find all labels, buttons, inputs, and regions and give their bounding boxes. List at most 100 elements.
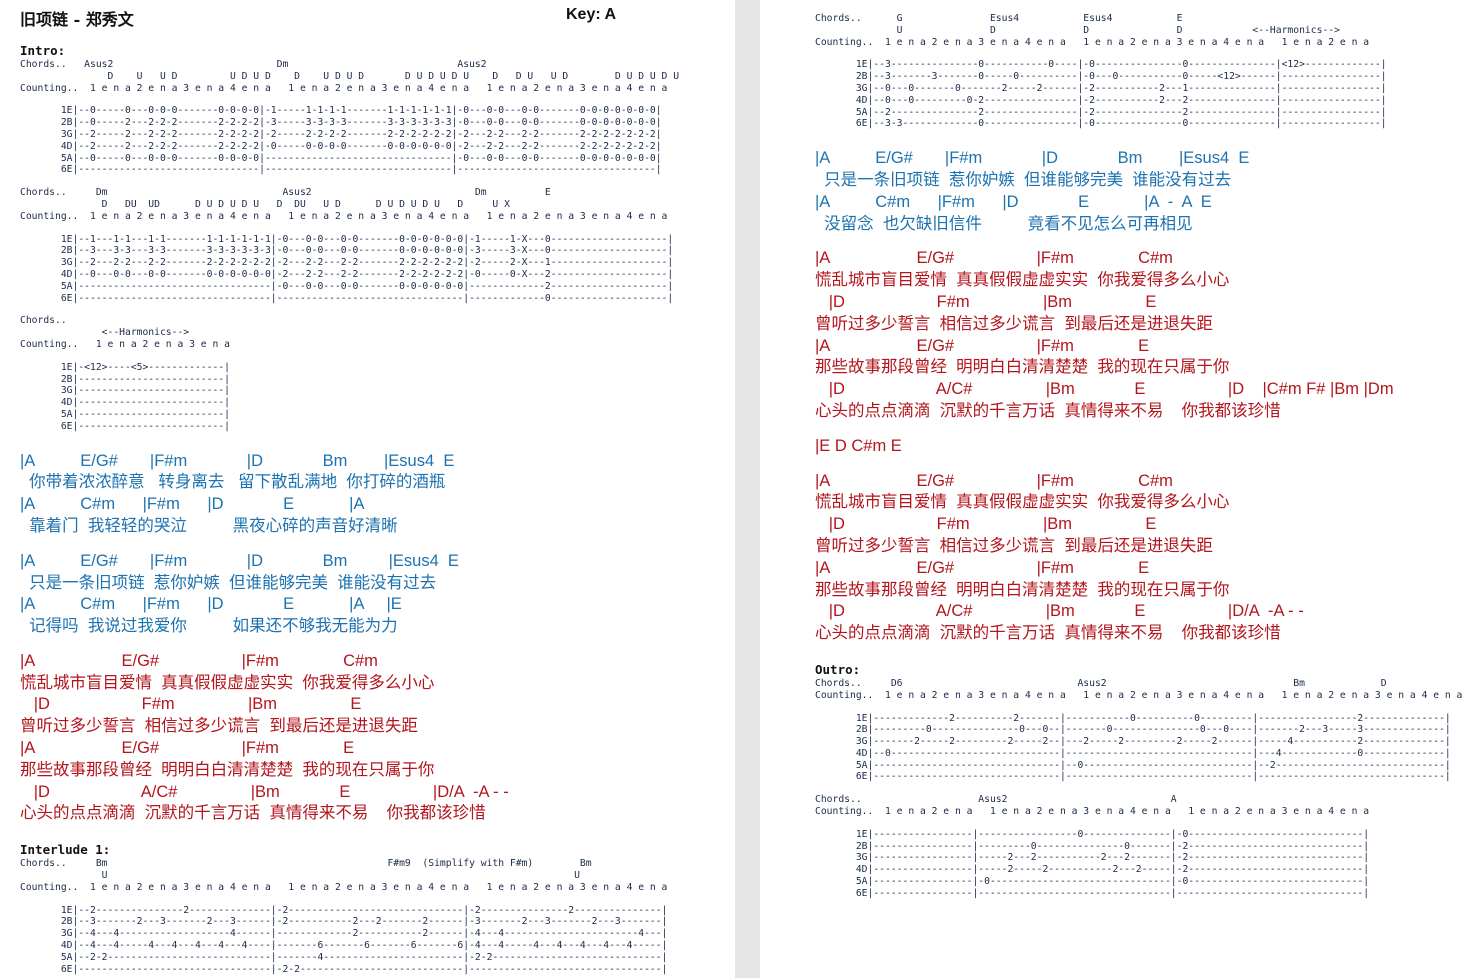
lyric-line: 心头的点点滴滴 沉默的千言万话 真情得来不易 你我都该珍惜 xyxy=(815,401,1281,420)
lyric-line: 慌乱城市盲目爱情 真真假假虚虚实实 你我爱得多么小心 xyxy=(815,271,1230,290)
chord-line: |D A/C# |Bm E |D/A -A - - xyxy=(815,602,1304,621)
verse-block: |A E/G# |F#m C#m 慌乱城市盲目爱情 真真假假虚虚实实 你我爱得多么… xyxy=(815,248,1480,422)
chord-line: |A E/G# |F#m |D Bm |Esus4 E xyxy=(20,451,455,470)
tab-line: 3G|-----------------|-----2---2---------… xyxy=(815,852,1370,864)
tab-line: 5A|--2-2----------------------------|---… xyxy=(20,951,668,963)
lyric-line: 那些故事那段曾经 明明白白清清楚楚 我的现在只属于你 xyxy=(20,760,435,779)
tab-line: 1E|-<12>----<5>-------------| xyxy=(20,361,230,373)
lyric-line: 记得吗 我说过我爱你 如果还不够我无能为力 xyxy=(20,617,398,636)
tab-line: 1E|--1---1-1---1-1-------1-1-1-1-1-1|-0-… xyxy=(20,233,674,245)
tab-line: 3G|--2---2-2---2-2-------2-2-2-2-2-2|-2-… xyxy=(20,257,674,269)
chord-line: |D F#m |Bm E xyxy=(20,695,362,714)
tab-line: 3G|--2-----2---2-2-2-------2-2-2-2|-2---… xyxy=(20,128,662,140)
tab-line: D DU UD D U D U D U D DU U D D U D U D U… xyxy=(20,198,510,210)
tab-block: 1E|--3---------------0-----------0----|-… xyxy=(815,59,1480,130)
tab-line: 1E|-------------2----------2-------|----… xyxy=(815,712,1451,724)
tab-line: 6E|-----------------|-------------------… xyxy=(815,887,1370,899)
tab-block: Chords.. Bm F#m9 (Simplify with F#m) Bm … xyxy=(20,858,735,893)
tab-line: Counting.. 1 e n a 2 e n a 3 e n a 4 e n… xyxy=(815,689,1463,701)
tab-line: Chords.. Dm Asus2 Dm E xyxy=(20,187,551,199)
verse-block: |A E/G# |F#m C#m 慌乱城市盲目爱情 真真假假虚虚实实 你我爱得多么… xyxy=(20,651,735,825)
tab-line: 2B|--3---3-3---3-3-------3-3-3-3-3-3|-0-… xyxy=(20,245,674,257)
verse-block: |A E/G# |F#m |D Bm |Esus4 E 你带着浓浓醉意 转身离去… xyxy=(20,451,735,538)
tab-line: 5A|-----------------|-0-----------------… xyxy=(815,876,1370,888)
tab-block: Chords.. G Esus4 Esus4 E U D D D <--Harm… xyxy=(815,13,1480,48)
tab-line: 2B|-----------------|---------0---------… xyxy=(815,840,1370,852)
tab-line: Counting.. 1 e n a 2 e n a 3 e n a 4 e n… xyxy=(20,82,668,94)
tab-line: 2B|--3-------3-------0-----0----------|-… xyxy=(815,71,1387,83)
tab-line: 5A|---------------------------------|-0-… xyxy=(20,280,674,292)
tab-line: 2B|-------------------------| xyxy=(20,373,230,385)
tab-block: 1E|-------------2----------2-------|----… xyxy=(815,713,1480,784)
tab-line: Counting.. 1 e n a 2 e n a 1 e n a 2 e n… xyxy=(815,806,1370,818)
tab-line: 4D|--0---0-0---0-0-------0-0-0-0-0-0|-2-… xyxy=(20,268,674,280)
tab-block: Chords.. Dm Asus2 Dm E D DU UD D U D U D… xyxy=(20,187,735,222)
chord-line: |A E/G# |F#m E xyxy=(815,558,1150,577)
section-heading: Outro: xyxy=(815,661,861,677)
lyric-line: 只是一条旧项链 惹你妒嫉 但谁能够完美 谁能没有过去 xyxy=(815,170,1232,189)
tab-line: 1E|--2---------------2--------------|-2-… xyxy=(20,904,668,916)
tab-line: 6E|---------------------------------|---… xyxy=(20,292,674,304)
chord-line: |A E/G# |F#m |D Bm |Esus4 E xyxy=(20,551,459,570)
lyric-line: 曾听过多少誓言 相信过多少谎言 到最后还是进退失距 xyxy=(815,314,1213,333)
tab-line: 5A|--------------------------------|--0-… xyxy=(815,759,1451,771)
tab-line: 4D|--2-----2---2-2-2-------2-2-2-2|-0---… xyxy=(20,140,662,152)
lyric-line: 那些故事那段曾经 明明白白清清楚楚 我的现在只属于你 xyxy=(815,358,1230,377)
tab-line: 2B|--0-----2---2-2-2-------2-2-2-2|-3---… xyxy=(20,117,662,129)
tab-line: Counting.. 1 e n a 2 e n a 3 e n a xyxy=(20,338,230,350)
chord-line: |A C#m |F#m |D E |A |E xyxy=(20,595,402,614)
lyric-line: 慌乱城市盲目爱情 真真假假虚虚实实 你我爱得多么小心 xyxy=(20,673,435,692)
chord-line: |A E/G# |F#m C#m xyxy=(815,249,1173,268)
song-key: Key: A xyxy=(566,6,617,23)
chord-line: |A E/G# |F#m E xyxy=(815,336,1150,355)
tab-block: 1E|--0-----0---0-0-0-------0-0-0-0|-1---… xyxy=(20,105,735,176)
tab-block: 1E|--2---------------2--------------|-2-… xyxy=(20,905,735,976)
tab-line: 3G|-------------------------| xyxy=(20,385,230,397)
lyric-line: 曾听过多少誓言 相信过多少谎言 到最后还是进退失距 xyxy=(20,717,418,736)
tab-line: 6E|-------------------------| xyxy=(20,420,230,432)
chord-line: |A E/G# |F#m C#m xyxy=(815,471,1173,490)
verse-block: |A E/G# |F#m |D Bm |Esus4 E 只是一条旧项链 惹你妒嫉… xyxy=(20,551,735,638)
tab-line: Counting.. 1 e n a 2 e n a 3 e n a 4 e n… xyxy=(815,36,1370,48)
tab-line: Chords.. G Esus4 Esus4 E xyxy=(815,13,1183,24)
tab-line: U D D D <--Harmonics--> xyxy=(815,24,1340,36)
chord-line: |D F#m |Bm E xyxy=(815,292,1157,311)
page-left: 旧项链 - 郑秀文 Key: A Intro: Chords.. Asus2 Dm… xyxy=(0,0,735,978)
lyric-line: 你带着浓浓醉意 转身离去 留下散乱满地 你打碎的酒瓶 xyxy=(20,473,446,492)
tab-line: 1E|--3---------------0-----------0----|-… xyxy=(815,59,1387,71)
section-heading: Intro: xyxy=(20,43,66,58)
tab-line: 1E|-----------------|-----------------0-… xyxy=(815,828,1370,840)
tab-block: 1E|-----------------|-----------------0-… xyxy=(815,829,1480,900)
tab-line: Counting.. 1 e n a 2 e n a 3 e n a 4 e n… xyxy=(20,210,668,222)
lyric-line: 慌乱城市盲目爱情 真真假假虚虚实实 你我爱得多么小心 xyxy=(815,493,1230,512)
tab-line: Chords.. Asus2 A xyxy=(815,794,1177,806)
lyric-line: 靠着门 我轻轻的哭泣 黑夜心碎的声音好清晰 xyxy=(20,516,398,535)
chord-line: |A E/G# |F#m C#m xyxy=(20,651,378,670)
chord-line: |A E/G# |F#m |D Bm |Esus4 E xyxy=(815,149,1250,168)
chord-line: |A C#m |F#m |D E |A xyxy=(20,495,365,514)
tab-line: <--Harmonics--> xyxy=(20,327,190,339)
chord-line: |A C#m |F#m |D E |A - A E xyxy=(815,192,1212,211)
lyric-line: 那些故事那段曾经 明明白白清清楚楚 我的现在只属于你 xyxy=(815,580,1230,599)
verse-block: |A E/G# |F#m |D Bm |Esus4 E 只是一条旧项链 惹你妒嫉… xyxy=(815,148,1480,235)
tab-line: Chords.. Bm F#m9 (Simplify with F#m) Bm xyxy=(20,858,592,870)
lyric-line: 心头的点点滴滴 沉默的千言万话 真情得来不易 你我都该珍惜 xyxy=(815,624,1281,643)
chord-line: |D A/C# |Bm E |D/A -A - - xyxy=(20,782,509,801)
tab-line: 4D|--4---4-----4---4---4---4---4----|---… xyxy=(20,940,668,952)
tab-line: 5A|--0-----0---0-0-0-------0-0-0-0|-----… xyxy=(20,152,662,164)
tab-block: 1E|-<12>----<5>-------------| 2B|-------… xyxy=(20,362,735,433)
tab-line: 3G|-------2-----2---------2-----2--|---2… xyxy=(815,736,1451,748)
tab-line: Chords.. Asus2 Dm Asus2 xyxy=(20,59,487,70)
page-right: Chords.. G Esus4 Esus4 E U D D D <--Harm… xyxy=(760,0,1480,978)
chord-line: |A E/G# |F#m E xyxy=(20,739,355,758)
tab-block: 1E|--1---1-1---1-1-------1-1-1-1-1-1|-0-… xyxy=(20,234,735,305)
chord-line: |D F#m |Bm E xyxy=(815,515,1157,534)
tab-line: D U U D U D U D D U D U D D U D U D U D … xyxy=(20,70,680,82)
tab-line: 4D|-----------------|-----2-----2-------… xyxy=(815,864,1370,876)
tab-line: 5A|-------------------------| xyxy=(20,408,230,420)
tab-line: 3G|--0---0-------0-------2-----2------|-… xyxy=(815,82,1387,94)
chord-line: |D A/C# |Bm E |D |C#m F# |Bm |Dm xyxy=(815,380,1394,399)
tab-block: Chords.. D6 Asus2 Bm D Counting.. 1 e n a… xyxy=(815,678,1480,702)
tab-line: Chords.. xyxy=(20,315,67,327)
